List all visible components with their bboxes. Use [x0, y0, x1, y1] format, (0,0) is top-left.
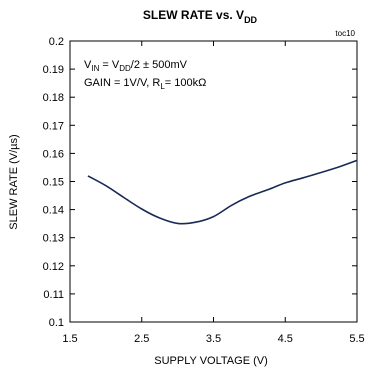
y-tick-label: 0.2: [49, 36, 64, 48]
annotation-text-part: DD: [119, 64, 131, 73]
y-tick-label: 0.14: [43, 205, 64, 217]
annotation-text-part: = 100kΩ: [165, 77, 207, 89]
y-tick-label: 0.16: [43, 148, 64, 160]
chart-title: SLEW RATE vs. VDD: [143, 8, 258, 25]
y-tick-label: 0.15: [43, 177, 64, 189]
annotation-text-part: = V: [99, 59, 120, 71]
x-tick-label: 4.5: [278, 333, 293, 345]
annotation-text-part: GAIN = 1V/V, R: [84, 77, 160, 89]
annotation-text-part: IN: [91, 64, 99, 73]
x-axis-label: SUPPLY VOLTAGE (V): [154, 355, 268, 367]
x-tick-label: 5.5: [349, 333, 364, 345]
y-tick-label: 0.12: [43, 261, 64, 273]
x-tick-label: 2.5: [134, 333, 149, 345]
y-tick-label: 0.17: [43, 120, 64, 132]
y-tick-label: 0.19: [43, 64, 64, 76]
annotation-line-1: VIN = VDD/2 ± 500mV: [84, 59, 188, 73]
toc-label: toc10: [335, 29, 355, 38]
y-tick-label: 0.11: [43, 289, 64, 301]
x-axis-ticks: 1.5 2.5 3.5 4.5 5.5: [62, 41, 365, 345]
annotation-text-part: L: [160, 82, 165, 91]
x-tick-label: 3.5: [206, 333, 221, 345]
annotation-text-part: /2 ± 500mV: [131, 59, 188, 71]
annotation-line-2: GAIN = 1V/V, RL= 100kΩ: [84, 77, 206, 91]
y-axis-label: SLEW RATE (V/µs): [8, 134, 20, 229]
x-tick-label: 1.5: [62, 333, 77, 345]
chart-title-main: SLEW RATE vs. V: [143, 8, 244, 22]
annotation-box: VIN = VDD/2 ± 500mV GAIN = 1V/V, RL= 100…: [76, 52, 240, 92]
series-line: [87, 159, 358, 225]
y-tick-label: 0.18: [43, 92, 64, 104]
y-axis-ticks: 0.1 0.11 0.12 0.13 0.14 0.15 0.16 0.17 0.18 0.19 0…: [43, 36, 357, 329]
data-series: [87, 159, 358, 225]
y-tick-label: 0.13: [43, 233, 64, 245]
chart-title-sub: DD: [244, 15, 257, 25]
y-tick-label: 0.1: [49, 317, 64, 329]
annotation-text-part: V: [84, 59, 92, 71]
